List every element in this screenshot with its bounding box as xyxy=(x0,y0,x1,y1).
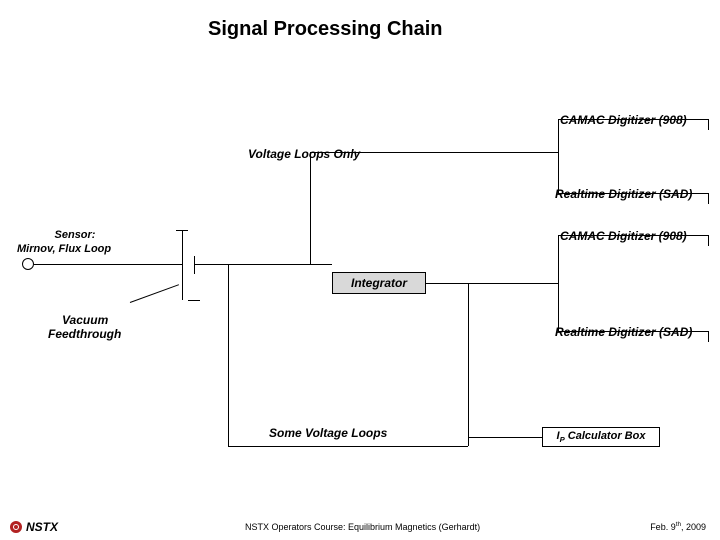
line xyxy=(176,230,188,231)
camac-digitizer-1: CAMAC Digitizer (908) xyxy=(560,113,687,127)
line xyxy=(228,446,468,447)
nstx-logo-icon xyxy=(10,521,22,533)
pointer-line xyxy=(130,284,179,303)
line xyxy=(310,152,311,264)
line xyxy=(188,300,200,301)
line xyxy=(228,264,229,446)
line xyxy=(708,235,709,246)
sensor-label-2: Mirnov, Flux Loop xyxy=(17,243,111,255)
sensor-label-1: Sensor: xyxy=(40,229,110,241)
line xyxy=(426,283,558,284)
vacuum-label-1: Vacuum xyxy=(62,313,108,327)
line xyxy=(558,119,559,193)
nstx-badge: NSTX xyxy=(10,520,58,534)
line xyxy=(558,235,559,331)
line xyxy=(182,230,183,300)
line xyxy=(708,193,709,204)
line xyxy=(310,152,406,153)
line xyxy=(558,119,708,120)
line xyxy=(34,264,182,265)
some-voltage-label: Some Voltage Loops xyxy=(269,426,387,440)
sensor-node xyxy=(22,258,34,270)
footer-center: NSTX Operators Course: Equilibrium Magne… xyxy=(245,522,480,532)
ip-calc-label: IP Calculator Box xyxy=(557,430,646,444)
line xyxy=(468,437,542,438)
realtime-digitizer-2: Realtime Digitizer (SAD) xyxy=(555,325,692,339)
line xyxy=(558,193,708,194)
realtime-digitizer-1: Realtime Digitizer (SAD) xyxy=(555,187,692,201)
ip-calculator-box: IP Calculator Box xyxy=(542,427,660,447)
line xyxy=(558,235,708,236)
line xyxy=(708,331,709,342)
voltage-loops-only-label: Voltage Loops Only xyxy=(248,147,360,161)
line xyxy=(194,256,195,274)
page-title: Signal Processing Chain xyxy=(208,18,443,41)
line xyxy=(194,264,332,265)
footer-right: Feb. 9th, 2009 xyxy=(650,521,706,532)
line xyxy=(708,119,709,130)
line xyxy=(468,283,469,446)
vacuum-label-2: Feedthrough xyxy=(48,327,121,341)
nstx-text: NSTX xyxy=(26,520,58,534)
camac-digitizer-2: CAMAC Digitizer (908) xyxy=(560,229,687,243)
integrator-label: Integrator xyxy=(351,276,407,290)
integrator-box: Integrator xyxy=(332,272,426,294)
line xyxy=(406,152,558,153)
